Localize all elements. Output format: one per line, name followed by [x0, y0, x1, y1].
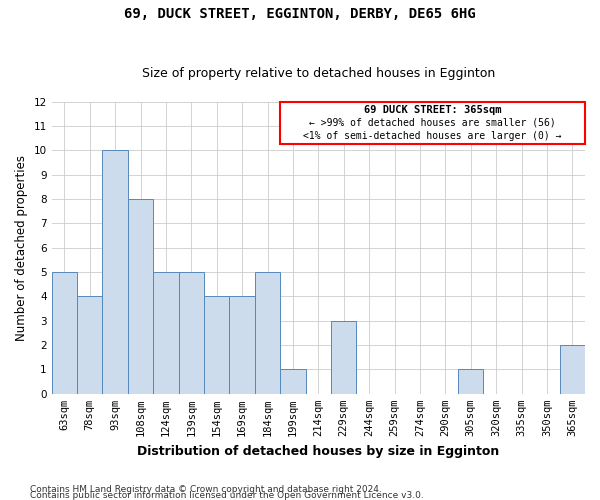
- Y-axis label: Number of detached properties: Number of detached properties: [15, 154, 28, 340]
- Bar: [560, 345, 585, 394]
- Bar: [128, 199, 153, 394]
- Text: 69, DUCK STREET, EGGINTON, DERBY, DE65 6HG: 69, DUCK STREET, EGGINTON, DERBY, DE65 6…: [124, 8, 476, 22]
- Bar: [153, 272, 179, 394]
- X-axis label: Distribution of detached houses by size in Egginton: Distribution of detached houses by size …: [137, 444, 499, 458]
- Bar: [280, 102, 585, 144]
- Bar: [204, 296, 229, 394]
- Title: Size of property relative to detached houses in Egginton: Size of property relative to detached ho…: [142, 66, 495, 80]
- Bar: [458, 370, 484, 394]
- Text: ← >99% of detached houses are smaller (56): ← >99% of detached houses are smaller (5…: [309, 118, 556, 128]
- Bar: [103, 150, 128, 394]
- Bar: [52, 272, 77, 394]
- Bar: [179, 272, 204, 394]
- Text: Contains HM Land Registry data © Crown copyright and database right 2024.: Contains HM Land Registry data © Crown c…: [30, 484, 382, 494]
- Bar: [229, 296, 255, 394]
- Text: 69 DUCK STREET: 365sqm: 69 DUCK STREET: 365sqm: [364, 105, 502, 115]
- Bar: [331, 320, 356, 394]
- Bar: [77, 296, 103, 394]
- Text: <1% of semi-detached houses are larger (0) →: <1% of semi-detached houses are larger (…: [304, 130, 562, 140]
- Bar: [280, 370, 305, 394]
- Text: Contains public sector information licensed under the Open Government Licence v3: Contains public sector information licen…: [30, 490, 424, 500]
- Bar: [255, 272, 280, 394]
